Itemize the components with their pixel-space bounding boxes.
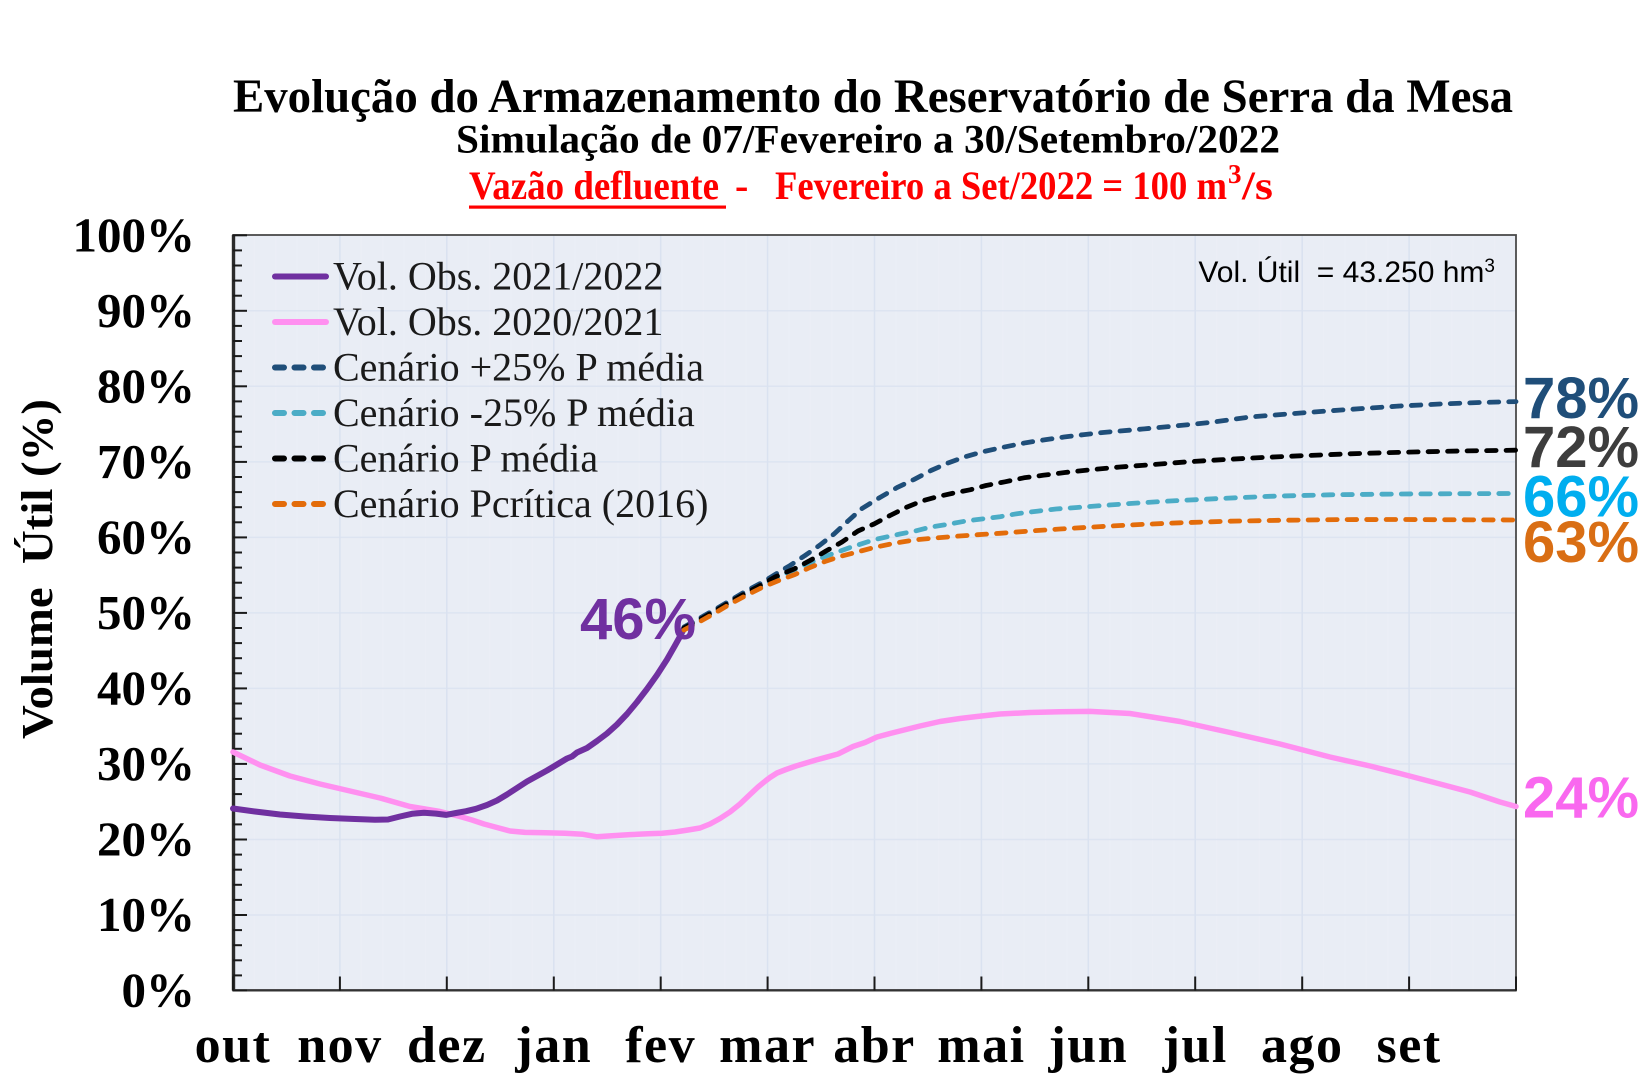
svg-text:10%: 10% [97, 887, 195, 942]
svg-text:out: out [195, 1017, 272, 1074]
svg-text:100%: 100% [73, 208, 196, 263]
svg-text:Simulação de 07/Fevereiro a 30: Simulação de 07/Fevereiro a 30/Setembro/… [456, 117, 1280, 162]
svg-text:fev: fev [625, 1017, 696, 1074]
svg-text:60%: 60% [97, 510, 195, 565]
svg-text:3: 3 [1228, 159, 1242, 189]
svg-text:Cenário -25% P média: Cenário -25% P média [333, 390, 695, 435]
svg-text:30%: 30% [97, 736, 195, 791]
svg-text:Fevereiro a Set/2022 = 100 m: Fevereiro a Set/2022 = 100 m [775, 163, 1227, 208]
svg-text:63%: 63% [1523, 510, 1639, 575]
svg-text:Vol. Obs. 2020/2021: Vol. Obs. 2020/2021 [333, 299, 663, 344]
svg-text:Vol. Útil = 43.250 hm3: Vol. Útil = 43.250 hm3 [1198, 256, 1495, 289]
svg-text:70%: 70% [97, 434, 195, 489]
svg-text:24%: 24% [1523, 766, 1639, 831]
svg-text:46%: 46% [580, 587, 696, 652]
svg-text:Volume Útil (%): Volume Útil (%) [13, 399, 62, 739]
svg-text:mai: mai [937, 1017, 1025, 1074]
svg-text:jun: jun [1047, 1017, 1128, 1074]
svg-text:Cenário Pcrítica (2016): Cenário Pcrítica (2016) [333, 481, 708, 526]
svg-text:50%: 50% [97, 585, 195, 640]
svg-text:dez: dez [407, 1017, 487, 1074]
svg-text:0%: 0% [122, 963, 196, 1018]
svg-text:40%: 40% [97, 661, 195, 716]
svg-text:abr: abr [833, 1017, 916, 1074]
svg-text:Vazão defluente: Vazão defluente [469, 163, 719, 208]
svg-text:jan: jan [514, 1017, 592, 1074]
svg-text:ago: ago [1261, 1017, 1344, 1074]
svg-text:nov: nov [297, 1017, 382, 1074]
svg-text:80%: 80% [97, 359, 195, 414]
svg-text:/s: /s [1241, 163, 1273, 208]
svg-text:set: set [1377, 1017, 1442, 1074]
svg-text:Evolução do Armazenamento do R: Evolução do Armazenamento do Reservatóri… [233, 70, 1513, 123]
svg-text:20%: 20% [97, 812, 195, 867]
svg-text:mar: mar [719, 1017, 816, 1074]
svg-text:Cenário +25% P média: Cenário +25% P média [333, 345, 704, 390]
svg-text:-: - [735, 163, 748, 208]
svg-text:Vol. Obs. 2021/2022: Vol. Obs. 2021/2022 [333, 254, 663, 299]
svg-text:Cenário P média: Cenário P média [333, 436, 598, 481]
svg-text:jul: jul [1162, 1017, 1228, 1074]
svg-text:90%: 90% [97, 283, 195, 338]
svg-text:72%: 72% [1523, 415, 1639, 480]
svg-text:78%: 78% [1523, 366, 1639, 431]
svg-text:66%: 66% [1523, 465, 1639, 530]
